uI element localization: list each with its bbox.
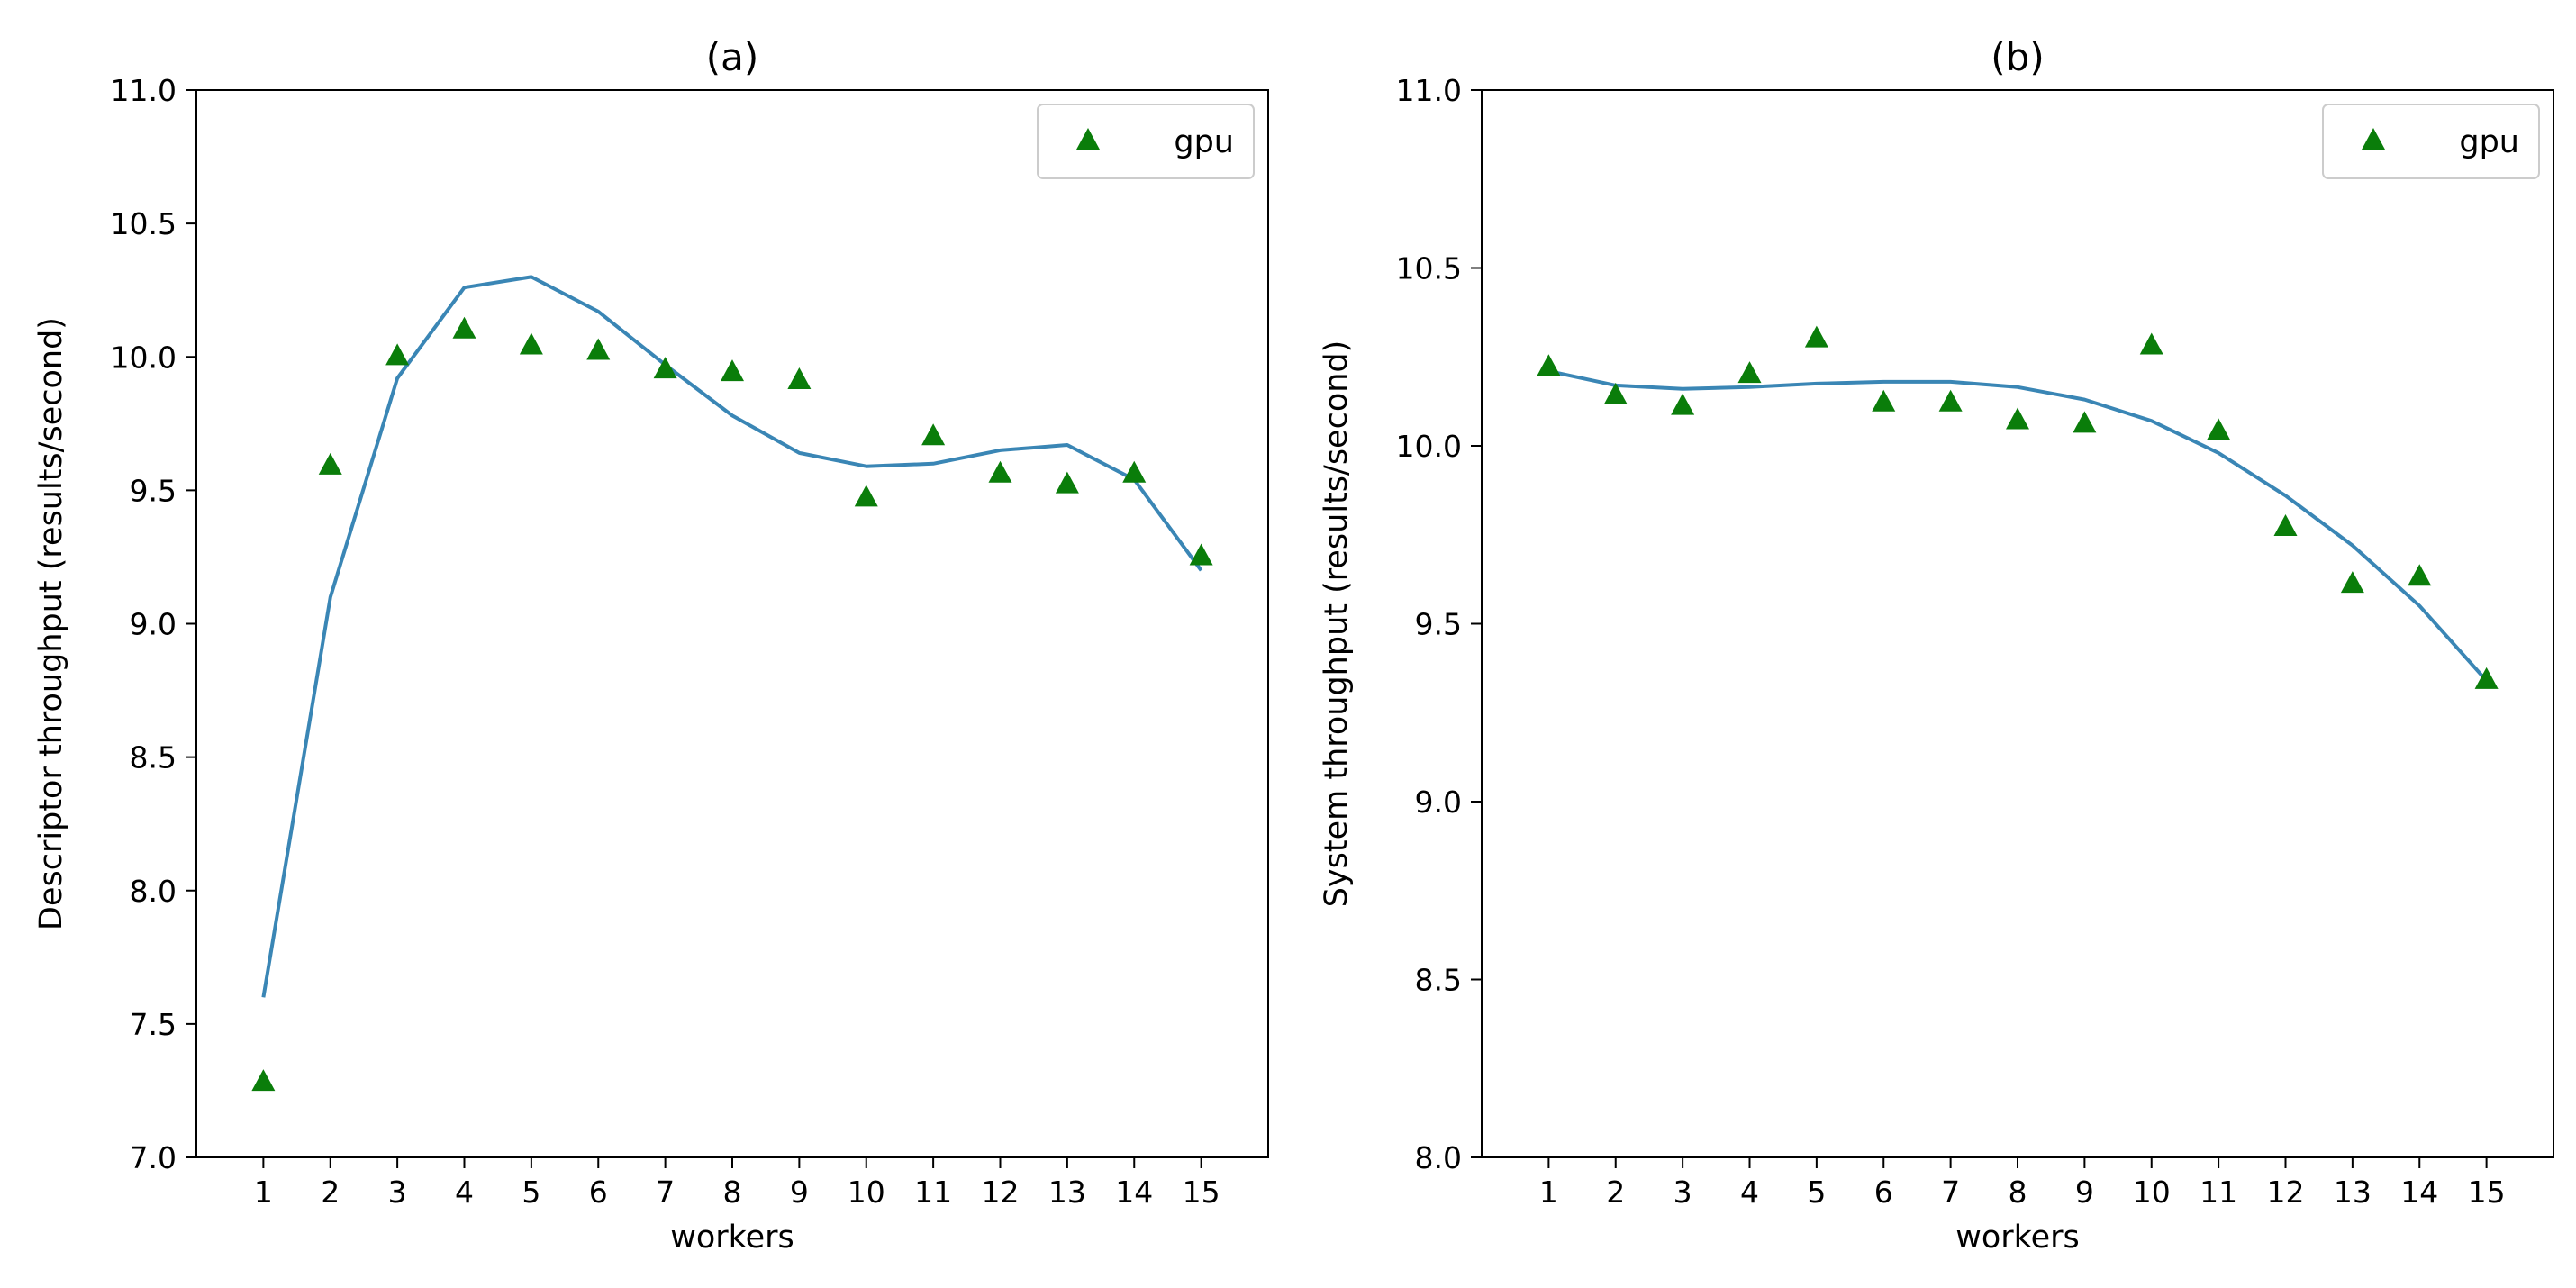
- gpu-point: [2207, 418, 2231, 440]
- gpu-point: [2340, 571, 2364, 594]
- x-tick-label: 8: [2009, 1175, 2027, 1210]
- legend-box: [2322, 104, 2540, 179]
- gpu-point: [1671, 393, 1695, 415]
- x-tick-label: 14: [2400, 1175, 2438, 1210]
- gpu-point: [2139, 332, 2163, 355]
- x-axis-label: workers: [670, 1220, 794, 1256]
- y-tick-label: 8.5: [1415, 963, 1462, 998]
- y-axis-label: Descriptor throughput (results/second): [33, 317, 69, 930]
- gpu-point: [921, 423, 946, 446]
- x-tick-label: 13: [1048, 1175, 1086, 1210]
- x-tick-label: 3: [388, 1175, 407, 1210]
- x-tick-label: 13: [2334, 1175, 2372, 1210]
- gpu-point: [251, 1069, 276, 1092]
- gpu-point: [318, 452, 342, 475]
- x-tick-label: 1: [254, 1175, 273, 1210]
- legend-marker-icon: [2362, 128, 2385, 150]
- gpu-point: [787, 367, 812, 390]
- x-tick-label: 1: [1539, 1175, 1558, 1210]
- gpu-point: [586, 338, 611, 360]
- y-tick-label: 9.0: [1415, 785, 1462, 820]
- gpu-point: [721, 359, 744, 382]
- x-tick-label: 7: [656, 1175, 675, 1210]
- y-tick-label: 10.0: [1396, 429, 1462, 464]
- gpu-point: [385, 343, 410, 366]
- gpu-point: [1938, 389, 1963, 412]
- gpu-point: [2273, 513, 2298, 536]
- gpu-point: [2006, 407, 2029, 430]
- gpu-point: [452, 316, 476, 339]
- x-tick-label: 4: [455, 1175, 474, 1210]
- x-tick-label: 2: [1606, 1175, 1625, 1210]
- y-tick-label: 7.5: [130, 1007, 177, 1042]
- x-tick-label: 3: [1673, 1175, 1692, 1210]
- x-tick-label: 9: [790, 1175, 809, 1210]
- legend-label: gpu: [1174, 124, 1234, 160]
- x-tick-label: 4: [1740, 1175, 1759, 1210]
- x-tick-label: 12: [2267, 1175, 2305, 1210]
- x-tick-label: 10: [848, 1175, 885, 1210]
- gpu-point: [1872, 389, 1896, 412]
- x-tick-label: 15: [1183, 1175, 1220, 1210]
- y-tick-label: 10.0: [111, 340, 177, 375]
- x-tick-label: 11: [914, 1175, 952, 1210]
- y-tick-label: 8.0: [130, 874, 177, 909]
- y-tick-label: 11.0: [1396, 73, 1462, 108]
- chart-title: (a): [706, 35, 759, 79]
- gpu-point: [988, 460, 1012, 483]
- x-tick-label: 8: [723, 1175, 742, 1210]
- y-axis-label: System throughput (results/second): [1319, 340, 1355, 908]
- y-tick-label: 8.0: [1415, 1140, 1462, 1175]
- y-tick-label: 9.0: [130, 607, 177, 642]
- x-tick-label: 14: [1115, 1175, 1153, 1210]
- x-axis-label: workers: [1955, 1220, 2080, 1256]
- fit-line: [1547, 369, 2489, 683]
- gpu-point: [1537, 354, 1561, 376]
- x-tick-label: 6: [1874, 1175, 1893, 1210]
- gpu-point: [653, 357, 677, 379]
- chart-panel-b: (b)1 2 3 4 5 6 7 8 9 10 11 12 13 14 158.08.59.09.510.0…: [1319, 35, 2554, 1256]
- plot-frame: [195, 89, 1269, 1158]
- x-tick-label: 10: [2133, 1175, 2171, 1210]
- x-tick-label: 11: [2200, 1175, 2237, 1210]
- y-tick-label: 11.0: [111, 73, 177, 108]
- y-tick-label: 9.5: [130, 473, 177, 508]
- y-tick-label: 8.5: [130, 740, 177, 776]
- gpu-point: [519, 332, 543, 355]
- gpu-point: [1603, 382, 1628, 404]
- y-tick-label: 10.5: [1396, 251, 1462, 286]
- gpu-point: [1189, 543, 1213, 566]
- x-tick-label: 6: [589, 1175, 608, 1210]
- legend-marker-icon: [1076, 128, 1100, 150]
- x-tick-label: 2: [321, 1175, 340, 1210]
- y-tick-label: 7.0: [130, 1140, 177, 1175]
- y-tick-label: 9.5: [1415, 607, 1462, 642]
- legend-label: gpu: [2459, 124, 2519, 160]
- gpu-point: [1737, 361, 1762, 384]
- x-tick-label: 15: [2468, 1175, 2506, 1210]
- gpu-point: [2474, 667, 2499, 689]
- plot-frame: [1481, 89, 2554, 1158]
- x-tick-label: 5: [1807, 1175, 1826, 1210]
- chart-panel-a: (a)1 2 3 4 5 6 7 8 9 10 11 12 13 14 157.07.58.08.59.09…: [33, 35, 1269, 1256]
- x-tick-label: 7: [1941, 1175, 1960, 1210]
- fit-line: [261, 275, 1203, 998]
- x-tick-label: 12: [982, 1175, 1020, 1210]
- x-tick-label: 5: [522, 1175, 540, 1210]
- gpu-point: [1804, 325, 1828, 348]
- gpu-point: [854, 485, 878, 507]
- gpu-point: [2408, 564, 2432, 586]
- gpu-point: [1122, 460, 1147, 483]
- y-tick-label: 10.5: [111, 206, 177, 241]
- chart-title: (b): [1991, 35, 2044, 79]
- x-tick-label: 9: [2075, 1175, 2094, 1210]
- gpu-point: [2073, 411, 2097, 433]
- legend-box: [1037, 104, 1255, 179]
- gpu-point: [1055, 471, 1079, 494]
